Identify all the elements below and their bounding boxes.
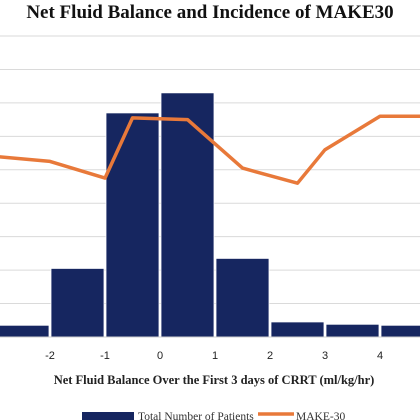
legend-label-patients: Total Number of Patients (138, 411, 254, 420)
bar (270, 321, 325, 338)
legend-swatch-patients (82, 412, 134, 420)
x-tick-labels: -2 -1 0 1 2 3 4 (45, 350, 383, 362)
legend-label-make30: MAKE-30 (296, 411, 345, 420)
x-tick-label: 4 (377, 350, 383, 362)
x-tick-label: 0 (157, 350, 163, 362)
x-tick-label: 1 (212, 350, 218, 362)
bar (215, 258, 270, 338)
x-tick-label: -2 (45, 350, 55, 362)
x-axis-label: Net Fluid Balance Over the First 3 days … (54, 373, 375, 387)
bar (160, 92, 215, 338)
bar (50, 268, 105, 338)
bars (0, 92, 420, 338)
make30-line-layer (0, 114, 420, 185)
x-tick-label: -1 (100, 350, 110, 362)
bar (105, 112, 160, 338)
bar (0, 324, 50, 338)
x-tick-label: 3 (322, 350, 328, 362)
bar (325, 323, 380, 338)
chart-title: Net Fluid Balance and Incidence of MAKE3… (26, 2, 393, 23)
legend: Total Number of Patients MAKE-30 (82, 411, 345, 420)
bar (380, 324, 420, 338)
make30-line (0, 114, 420, 185)
x-tick-label: 2 (267, 350, 273, 362)
